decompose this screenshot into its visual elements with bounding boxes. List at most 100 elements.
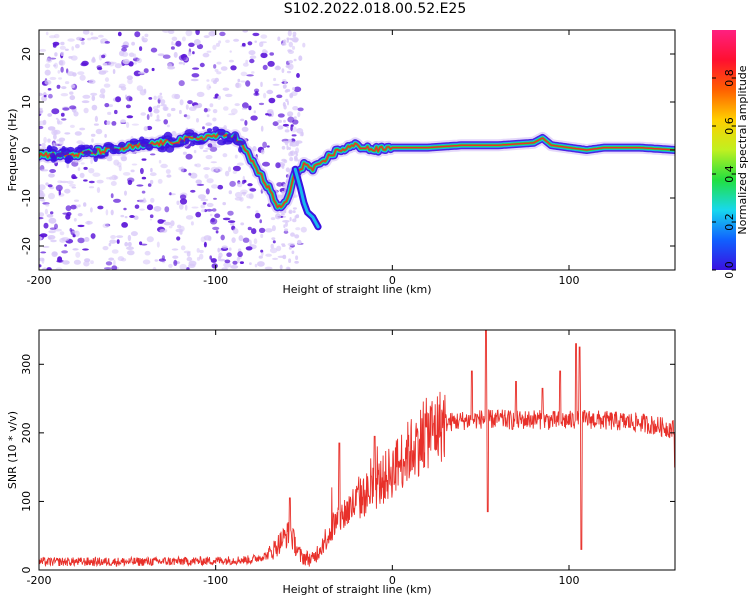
spectrogram-noise-blob bbox=[171, 41, 174, 46]
spectrogram-noise-blob bbox=[69, 105, 77, 110]
spectrogram-noise-blob bbox=[237, 78, 241, 83]
spectrogram-noise-blob bbox=[110, 181, 117, 186]
spectrogram-noise-blob bbox=[72, 72, 77, 77]
colorbar-gradient bbox=[712, 30, 736, 270]
spectrogram-noise-blob bbox=[202, 52, 210, 58]
spectrogram-noise-blob bbox=[64, 81, 70, 85]
spectrogram-noise-blob bbox=[251, 228, 257, 235]
spectrogram-y-tick-label: -20 bbox=[20, 237, 33, 255]
spectrogram-noise-blob bbox=[203, 167, 211, 171]
spectrogram-noise-blob bbox=[47, 113, 53, 117]
spectrogram-noise-blob bbox=[61, 250, 68, 254]
spectrogram-ridge-blob bbox=[235, 140, 246, 146]
spectrogram-noise-blob bbox=[75, 251, 81, 258]
spectrogram-noise-blob bbox=[163, 119, 168, 125]
spectrogram-noise-blob bbox=[225, 39, 230, 43]
spectrogram-noise-blob bbox=[157, 95, 163, 100]
spectrogram-noise-blob bbox=[140, 112, 146, 116]
spectrogram-noise-blob bbox=[195, 211, 202, 218]
spectrogram-noise-blob bbox=[281, 145, 286, 150]
spectrogram-noise-blob bbox=[163, 106, 169, 111]
spectrogram-noise-blob bbox=[220, 66, 228, 71]
spectrogram-noise-blob bbox=[108, 242, 112, 247]
spectrogram-noise-blob bbox=[141, 190, 146, 194]
spectrogram-ridge-blob bbox=[165, 143, 170, 149]
spectrogram-noise-blob bbox=[281, 68, 285, 73]
spectrogram-noise-blob bbox=[266, 145, 270, 148]
spectrogram-ridge-blob bbox=[104, 151, 109, 157]
spectrogram-noise-blob bbox=[72, 248, 79, 251]
spectrogram-x-ticks: -200 -100 0 100 bbox=[27, 30, 580, 287]
spectrogram-noise-blob bbox=[150, 167, 153, 173]
spectrogram-noise-blob bbox=[224, 93, 233, 98]
spectrogram-noise-blob bbox=[258, 255, 263, 259]
spectrogram-noise-blob bbox=[216, 71, 222, 75]
spectrogram-noise-blob bbox=[206, 178, 214, 184]
spectrogram-noise-blob bbox=[288, 209, 293, 214]
spectrogram-noise-blob bbox=[78, 204, 81, 208]
spectrogram-noise-blob bbox=[272, 121, 279, 127]
spectrogram-noise-blob bbox=[270, 243, 274, 249]
spectrogram-noise-blob bbox=[156, 114, 160, 120]
spectrogram-noise-blob bbox=[215, 42, 220, 47]
spectrogram-noise-blob bbox=[212, 117, 217, 122]
spectrogram-noise-blob bbox=[276, 182, 283, 187]
spectrogram-noise-blob bbox=[284, 89, 289, 93]
spectrogram-noise-blob bbox=[228, 247, 232, 251]
spectrogram-noise-blob bbox=[102, 62, 108, 66]
spectrogram-noise-blob bbox=[292, 207, 297, 210]
spectrogram-noise-blob bbox=[272, 83, 280, 86]
spectrogram-noise-blob bbox=[42, 245, 50, 248]
spectrogram-noise-blob bbox=[179, 99, 184, 106]
spectrogram-noise-blob bbox=[253, 110, 256, 114]
spectrogram-noise-blob bbox=[147, 183, 152, 187]
spectrogram-ridge-blob bbox=[233, 132, 238, 140]
spectrogram-noise-blob bbox=[67, 38, 75, 42]
spectrogram-noise-blob bbox=[286, 267, 291, 270]
spectrogram-noise-blob bbox=[83, 179, 88, 182]
spectrogram-noise-blob bbox=[205, 155, 213, 160]
spectrogram-y-tick-label: 20 bbox=[20, 47, 33, 61]
spectrogram-noise-blob bbox=[242, 102, 249, 109]
spectrogram-noise-blob bbox=[294, 215, 297, 220]
spectrogram-noise-blob bbox=[285, 167, 290, 173]
spectrogram-noise-blob bbox=[271, 225, 276, 232]
snr-plot-area bbox=[39, 330, 675, 568]
spectrogram-noise-blob bbox=[47, 88, 52, 91]
spectrogram-noise-blob bbox=[158, 159, 162, 164]
spectrogram-noise-blob bbox=[288, 147, 291, 150]
spectrogram-noise-blob bbox=[60, 51, 65, 57]
spectrogram-ridge-blob bbox=[222, 140, 233, 145]
spectrogram-noise-blob bbox=[247, 226, 252, 231]
spectrogram-noise-blob bbox=[257, 261, 265, 267]
spectrogram-noise-blob bbox=[146, 204, 154, 211]
spectrogram-noise-blob bbox=[100, 88, 106, 94]
spectrogram-noise-blob bbox=[146, 125, 153, 131]
spectrogram-ridge-blob bbox=[197, 140, 206, 145]
spectrogram-noise-blob bbox=[283, 104, 287, 110]
spectrogram-ridge-blob bbox=[157, 146, 167, 153]
spectrogram-noise-blob bbox=[286, 38, 289, 43]
spectrogram-noise-blob bbox=[185, 104, 189, 110]
snr-frame bbox=[38, 329, 676, 571]
spectrogram-x-tick-label: 0 bbox=[389, 274, 396, 287]
spectrogram-noise-blob bbox=[232, 228, 239, 235]
spectrogram-noise-blob bbox=[179, 263, 187, 270]
spectrogram-noise-blob bbox=[200, 198, 209, 202]
spectrogram-noise-blob bbox=[210, 166, 219, 173]
spectrogram-noise-blob bbox=[210, 161, 217, 164]
spectrogram-noise-blob bbox=[166, 124, 170, 128]
spectrogram-noise-blob bbox=[206, 208, 213, 212]
spectrogram-noise-blob bbox=[90, 92, 98, 96]
spectrogram-noise-blob bbox=[234, 154, 238, 159]
spectrogram-noise-blob bbox=[245, 80, 251, 87]
spectrogram-noise-blob bbox=[236, 182, 243, 188]
spectrogram-noise-blob bbox=[141, 158, 147, 161]
spectrogram-noise-blob bbox=[229, 222, 235, 226]
spectrogram-noise-blob bbox=[141, 176, 147, 180]
spectrogram-noise-blob bbox=[39, 125, 44, 130]
spectrogram-noise-blob bbox=[178, 80, 185, 87]
spectrogram-noise-blob bbox=[214, 213, 221, 218]
spectrogram-noise-blob bbox=[104, 77, 110, 82]
spectrogram-noise-blob bbox=[249, 55, 257, 59]
